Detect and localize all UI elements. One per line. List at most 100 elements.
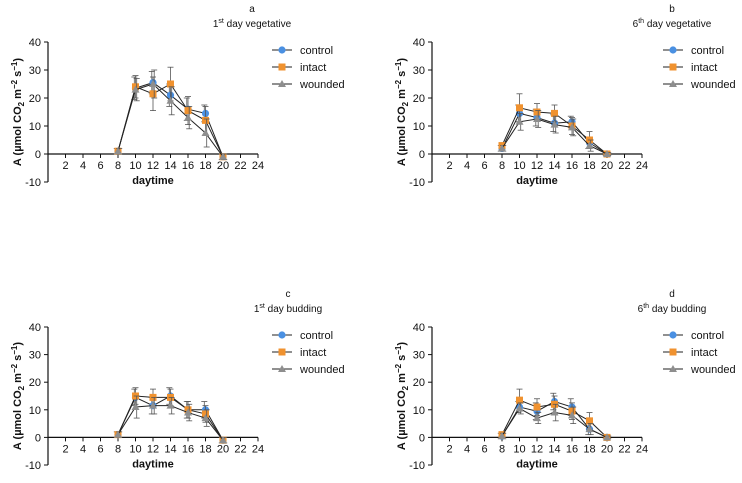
x-tick-label: 24 [252,443,264,455]
y-tick-label: 20 [413,377,425,389]
panel-letter: a [249,4,255,15]
data-point [184,113,192,121]
data-point [131,85,140,93]
x-tick-label: 8 [115,160,121,172]
y-label-close: ) [396,342,408,346]
data-point [202,116,209,124]
y-label-sub: 2 [401,385,410,390]
data-point [166,401,175,409]
x-tick-label: 20 [217,443,229,455]
y-label-unit2: s [12,71,24,80]
x-tick-label: 20 [601,160,613,172]
series-wounded [114,69,228,161]
x-tick-label: 16 [566,160,578,172]
title-superscript: st [218,18,224,25]
x-tick-label: 6 [481,443,487,455]
x-tick-label: 10 [129,160,141,172]
y-axis-label: A (µmol CO2 m−2 s−1) [394,58,410,166]
y-label-exp: −2 [10,79,19,89]
title-superscript: th [643,303,649,310]
y-tick-label: 30 [413,65,425,77]
x-tick-label: 2 [446,160,452,172]
legend-label-intact: intact [691,347,717,359]
legend-marker [669,80,677,87]
data-point [586,417,593,425]
data-point [219,436,227,444]
data-point [533,403,541,411]
series-wounded [114,395,228,444]
legend-marker [278,63,286,71]
data-point [516,104,523,112]
y-label-unit: m [396,89,408,102]
y-axis-label: A (µmol CO2 m−2 s−1) [10,58,26,166]
y-tick-label: 30 [29,350,41,362]
series-wounded [498,110,612,157]
y-tick-label: 40 [413,37,425,49]
x-tick-label: 2 [62,160,68,172]
x-axis-label: daytime [132,458,174,470]
y-tick-label: 40 [413,322,425,334]
y-label-exp: −2 [394,79,403,89]
legend-marker [669,365,677,372]
data-point [568,411,576,419]
x-tick-label: 6 [481,160,487,172]
y-label-exp2: −1 [394,61,403,71]
y-label-unit: m [12,373,24,386]
x-tick-label: 22 [618,160,630,172]
y-label-main: A (µmol CO [12,106,24,166]
panel-letter: b [669,4,675,15]
data-point [515,404,524,412]
x-tick-label: 2 [62,443,68,455]
x-tick-label: 4 [464,443,470,455]
legend-label-wounded: wounded [299,79,345,91]
data-point [533,115,541,122]
data-point [498,144,506,152]
panel-title: 6th day budding [638,303,707,315]
y-label-exp: −2 [394,363,403,373]
x-tick-label: 22 [234,443,246,455]
x-tick-label: 6 [97,443,103,455]
title-text: day vegetative [644,19,712,30]
x-tick-label: 12 [147,443,159,455]
y-label-unit2: s [396,71,408,80]
y-label-close: ) [396,58,408,62]
y-axis-label: A (µmol CO2 m−2 s−1) [10,342,26,450]
legend-marker [669,63,677,71]
y-tick-label: 0 [419,432,425,444]
y-tick-label: 20 [29,93,41,105]
x-tick-label: 12 [147,160,159,172]
title-ordinal: 6 [638,304,644,315]
y-label-main: A (µmol CO [12,390,24,450]
y-label-unit: m [12,89,24,102]
legend-marker [278,46,286,54]
x-tick-label: 12 [531,443,543,455]
legend-label-intact: intact [300,347,326,359]
legend: control intact wounded [663,330,736,376]
y-tick-label: 40 [29,37,41,49]
data-point [498,432,506,440]
data-point [568,407,576,415]
panel-title: 1st day vegetative [213,18,292,30]
data-point [219,152,227,160]
y-label-exp2: −1 [10,61,19,71]
y-tick-label: 0 [419,149,425,161]
legend-label-control: control [300,330,333,342]
x-tick-label: 14 [164,160,176,172]
series-wounded [498,402,612,441]
legend-label-intact: intact [691,62,717,74]
data-point [149,80,157,87]
x-tick-label: 4 [80,160,86,172]
y-tick-label: 30 [29,65,41,77]
legend-label-wounded: wounded [690,364,736,376]
x-tick-label: 4 [80,443,86,455]
title-ordinal: 1 [254,304,260,315]
data-point [131,403,140,411]
y-label-exp2: −1 [10,345,19,355]
data-point [550,120,559,128]
y-label-close: ) [12,342,24,346]
x-tick-label: 14 [548,443,560,455]
y-label-sub: 2 [401,101,410,106]
y-tick-label: 0 [35,432,41,444]
